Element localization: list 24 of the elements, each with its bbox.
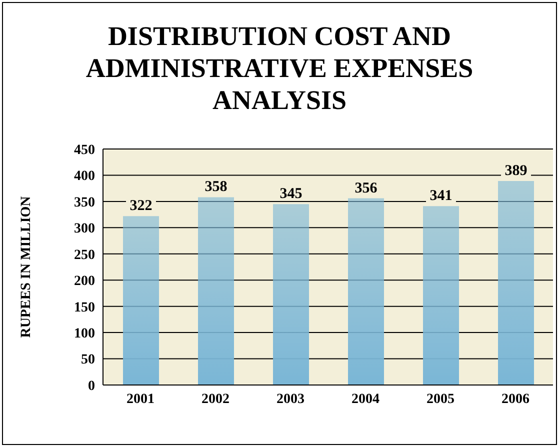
y-axis-title: RUPEES IN MILLION (18, 196, 34, 338)
data-label: 341 (430, 188, 452, 204)
y-tick-label: 300 (74, 222, 95, 237)
x-tick-label: 2002 (202, 392, 230, 407)
x-tick-label: 2003 (276, 392, 304, 407)
y-tick-label: 50 (81, 352, 95, 368)
y-tick-label: 350 (74, 195, 95, 210)
data-label: 345 (280, 186, 302, 202)
y-tick-label: 0 (88, 378, 95, 394)
data-label: 356 (354, 180, 378, 196)
x-tick-label: 2004 (352, 392, 380, 407)
y-tick-label: 100 (74, 326, 95, 342)
data-label: 358 (204, 179, 228, 196)
y-tick-label: 150 (74, 300, 95, 316)
y-tick-label: 250 (74, 248, 95, 263)
data-label: 322 (130, 198, 152, 214)
chart-title: DISTRIBUTION COST AND ADMINISTRATIVE EXPENSES ANALYSIS (84, 20, 474, 117)
data-label: 389 (504, 162, 528, 179)
x-tick-label: 2001 (126, 392, 154, 407)
x-tick-label: 2005 (426, 392, 454, 407)
y-tick-label: 200 (74, 274, 95, 290)
x-tick-label: 2006 (502, 392, 530, 407)
y-tick-label: 450 (74, 142, 95, 158)
y-tick-label: 400 (74, 169, 95, 184)
